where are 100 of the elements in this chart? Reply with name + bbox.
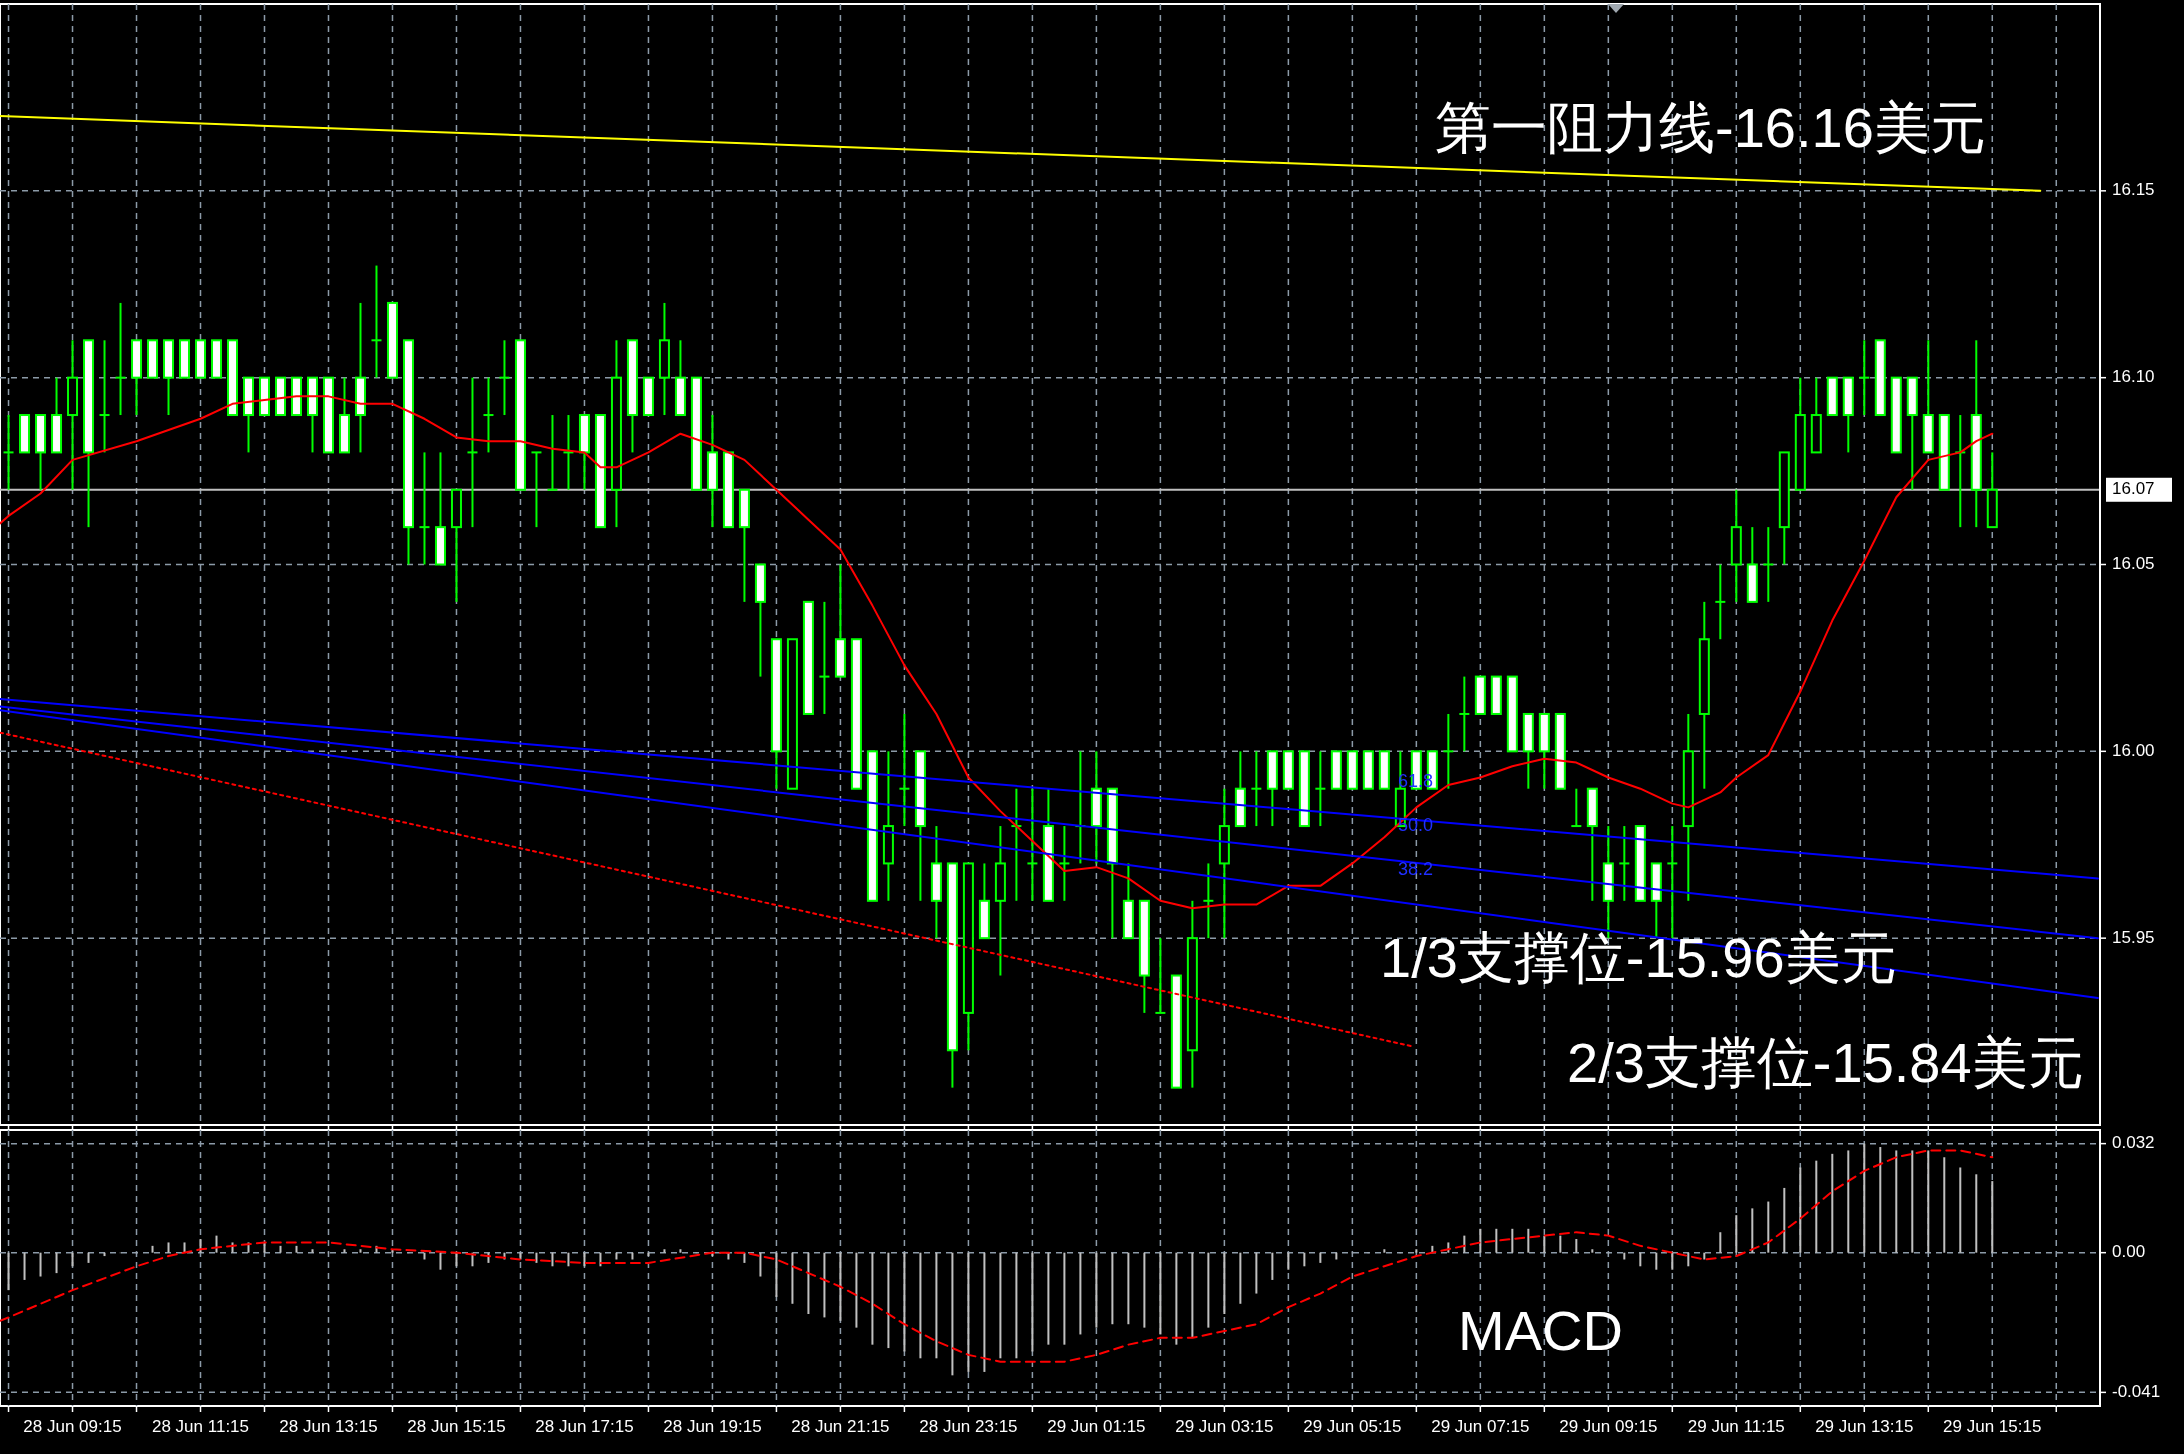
candlestick [466, 376, 479, 529]
candlestick [114, 301, 127, 417]
bar [919, 1252, 922, 1359]
bar [1895, 1150, 1898, 1253]
bar [1639, 1252, 1642, 1267]
bar [663, 1249, 666, 1253]
bar [1415, 1249, 1418, 1253]
y-tick-label: 16.05 [2112, 553, 2155, 573]
bar [1111, 1252, 1114, 1325]
bar [1719, 1232, 1722, 1253]
bar [1991, 1181, 1994, 1253]
bar [55, 1252, 58, 1274]
y-tick-label: 16.10 [2112, 367, 2155, 387]
bar [1095, 1252, 1098, 1328]
bar [263, 1242, 266, 1253]
bar [1175, 1252, 1178, 1345]
bar [855, 1252, 858, 1328]
candlestick [1618, 825, 1631, 902]
x-tick-label: 29 Jun 15:15 [1943, 1417, 2042, 1437]
bar [743, 1252, 746, 1263]
bar [1687, 1252, 1690, 1267]
bar [1559, 1235, 1562, 1253]
candlestick [1714, 563, 1727, 641]
annotation: 38.2 [1398, 858, 1434, 879]
bar [343, 1249, 346, 1253]
candlestick [1250, 750, 1263, 828]
bar [903, 1252, 906, 1352]
candlestick [546, 414, 559, 491]
candlestick [898, 712, 911, 828]
candlestick [1026, 787, 1039, 902]
bar [1735, 1215, 1738, 1253]
bar [1495, 1228, 1498, 1253]
bar [1927, 1150, 1930, 1253]
bar [87, 1252, 90, 1263]
bar [71, 1252, 74, 1267]
x-tick-label: 28 Jun 21:15 [791, 1417, 890, 1437]
annotation: 2/3支撑位-15.84美元 [1567, 1030, 2084, 1094]
bar [1655, 1252, 1658, 1270]
bar [359, 1249, 362, 1253]
bar [1127, 1252, 1130, 1325]
candlestick [1202, 862, 1215, 940]
bar [1959, 1167, 1962, 1253]
bar [1879, 1147, 1882, 1253]
bar [535, 1252, 538, 1263]
bar [279, 1245, 282, 1253]
bar [807, 1252, 810, 1314]
bar [935, 1252, 938, 1359]
x-tick-label: 28 Jun 15:15 [407, 1417, 506, 1437]
bar [887, 1252, 890, 1349]
bar [1799, 1167, 1802, 1253]
bar [1591, 1249, 1594, 1253]
annotation: MACD [1458, 1298, 1623, 1362]
bar [1767, 1201, 1770, 1253]
x-tick-label: 28 Jun 09:15 [23, 1417, 122, 1437]
bar [1831, 1153, 1834, 1253]
bar [1575, 1239, 1578, 1253]
x-tick-label: 29 Jun 07:15 [1431, 1417, 1530, 1437]
bar [999, 1252, 1002, 1359]
bar [1239, 1252, 1242, 1304]
y-tick-label: 16.15 [2112, 180, 2155, 200]
bar [311, 1249, 314, 1253]
x-tick-label: 28 Jun 11:15 [151, 1417, 250, 1437]
bar [551, 1252, 554, 1267]
annotation: 50.0 [1398, 814, 1434, 835]
bar [1015, 1252, 1018, 1359]
bar [1863, 1143, 1866, 1253]
x-tick-label: 28 Jun 17:15 [535, 1417, 634, 1437]
candlestick [530, 451, 543, 529]
y-tick-label: 0.00 [2112, 1242, 2146, 1262]
bar [1143, 1252, 1146, 1328]
bar [1079, 1252, 1082, 1335]
candlestick [482, 376, 495, 454]
candlestick [1666, 825, 1679, 940]
bar [1159, 1252, 1162, 1335]
bar [1287, 1252, 1290, 1270]
bar [679, 1249, 682, 1253]
candlestick [1314, 750, 1327, 828]
bar [1271, 1252, 1274, 1280]
bar [295, 1245, 298, 1253]
candlestick [818, 600, 831, 715]
bar [1063, 1252, 1066, 1345]
bar [1671, 1252, 1674, 1270]
candlestick [1858, 339, 1871, 417]
candlestick [418, 451, 431, 566]
bar [1223, 1252, 1226, 1314]
bar [583, 1252, 586, 1267]
candlestick [1458, 675, 1471, 753]
bar [983, 1252, 986, 1372]
y-tick-label: 0.032 [2112, 1133, 2155, 1153]
bar [1207, 1252, 1210, 1328]
bar [1751, 1208, 1754, 1253]
y-tick-label: 15.95 [2112, 927, 2155, 947]
x-tick-label: 29 Jun 09:15 [1559, 1417, 1658, 1437]
bar [823, 1252, 826, 1318]
candlestick [2, 414, 15, 491]
bar [1031, 1252, 1034, 1352]
bar [1943, 1157, 1946, 1253]
candlestick [1442, 712, 1455, 790]
candlestick [1154, 937, 1167, 1014]
x-tick-label: 28 Jun 19:15 [663, 1417, 762, 1437]
